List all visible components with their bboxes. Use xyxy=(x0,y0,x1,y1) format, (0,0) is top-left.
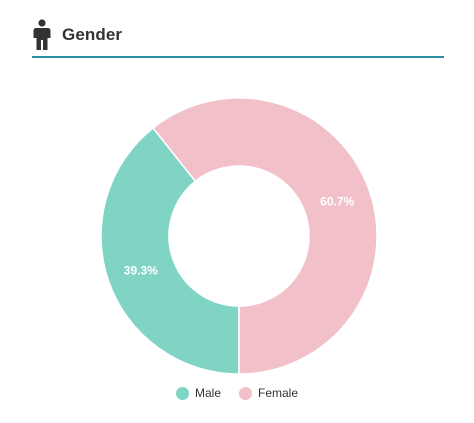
legend-swatch xyxy=(175,386,189,400)
legend-label: Female xyxy=(258,386,299,400)
person-icon xyxy=(32,19,52,51)
legend-item-male[interactable]: Male xyxy=(175,386,221,400)
legend-swatch xyxy=(239,386,252,400)
slice-female[interactable] xyxy=(152,97,378,375)
chart-legend: Male Female xyxy=(0,382,474,404)
legend-label: Male xyxy=(194,386,221,400)
card-header: Gender xyxy=(32,14,444,56)
donut-svg: 39.3% 60.7% xyxy=(100,97,378,375)
legend-item-female[interactable]: Female xyxy=(239,386,298,400)
gender-donut-chart: 39.3% 60.7% Male Female xyxy=(0,60,474,423)
slice-label-female: 60.7% xyxy=(320,195,354,209)
slice-male[interactable] xyxy=(100,126,240,375)
page-title: Gender xyxy=(62,25,123,44)
header-divider xyxy=(32,56,444,58)
slice-label-male: 39.3% xyxy=(124,263,158,277)
